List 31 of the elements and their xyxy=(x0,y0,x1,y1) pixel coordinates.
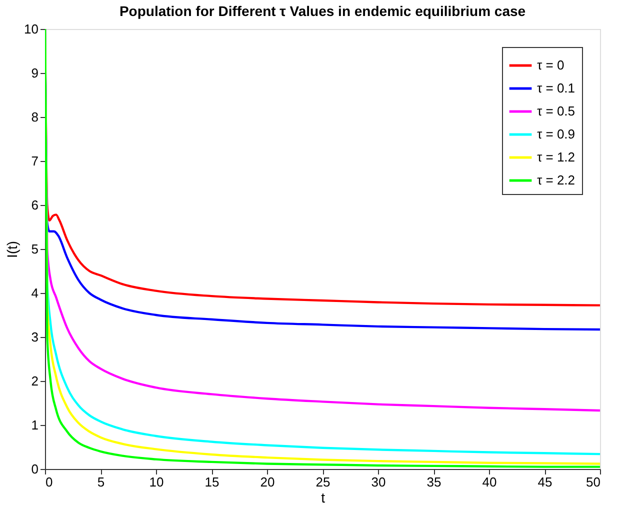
y-tick-label: 5 xyxy=(31,242,38,256)
y-tick-label: 9 xyxy=(31,66,38,80)
y-tick-label: 10 xyxy=(24,22,38,36)
legend-label: τ = 1.2 xyxy=(537,150,576,164)
x-tick-label: 15 xyxy=(204,474,220,490)
y-tick-label: 7 xyxy=(31,154,38,168)
x-tick-label: 50 xyxy=(586,474,600,490)
x-tick-label: 25 xyxy=(316,474,330,490)
x-axis-title: t xyxy=(321,490,326,506)
x-tick-label: 35 xyxy=(426,474,442,490)
x-tick-label: 0 xyxy=(46,474,53,490)
x-tick-label: 5 xyxy=(97,474,105,490)
x-tick-label: 20 xyxy=(260,474,275,490)
y-axis-title: I(t) xyxy=(4,240,20,258)
y-tick-label: 8 xyxy=(31,110,38,124)
legend-label: τ = 0.9 xyxy=(537,126,576,142)
y-tick-label: 2 xyxy=(31,374,38,388)
y-tick-label: 6 xyxy=(31,198,38,212)
legend-label: τ = 0 xyxy=(537,58,564,72)
x-tick-label: 30 xyxy=(371,474,386,490)
x-tick-label: 10 xyxy=(149,474,164,490)
x-tick-label: 40 xyxy=(482,474,497,490)
legend-label: τ = 0.1 xyxy=(537,80,576,96)
y-tick-label: 3 xyxy=(31,330,38,344)
x-tick-label: 45 xyxy=(538,474,552,490)
chart-title: Population for Different τ Values in endemic equilibrium case xyxy=(119,3,526,19)
y-tick-label: 0 xyxy=(31,462,38,476)
legend-label: τ = 2.2 xyxy=(537,172,576,188)
legend-label: τ = 0.5 xyxy=(537,104,576,118)
y-tick-label: 1 xyxy=(31,418,38,432)
y-tick-label: 4 xyxy=(31,286,38,300)
